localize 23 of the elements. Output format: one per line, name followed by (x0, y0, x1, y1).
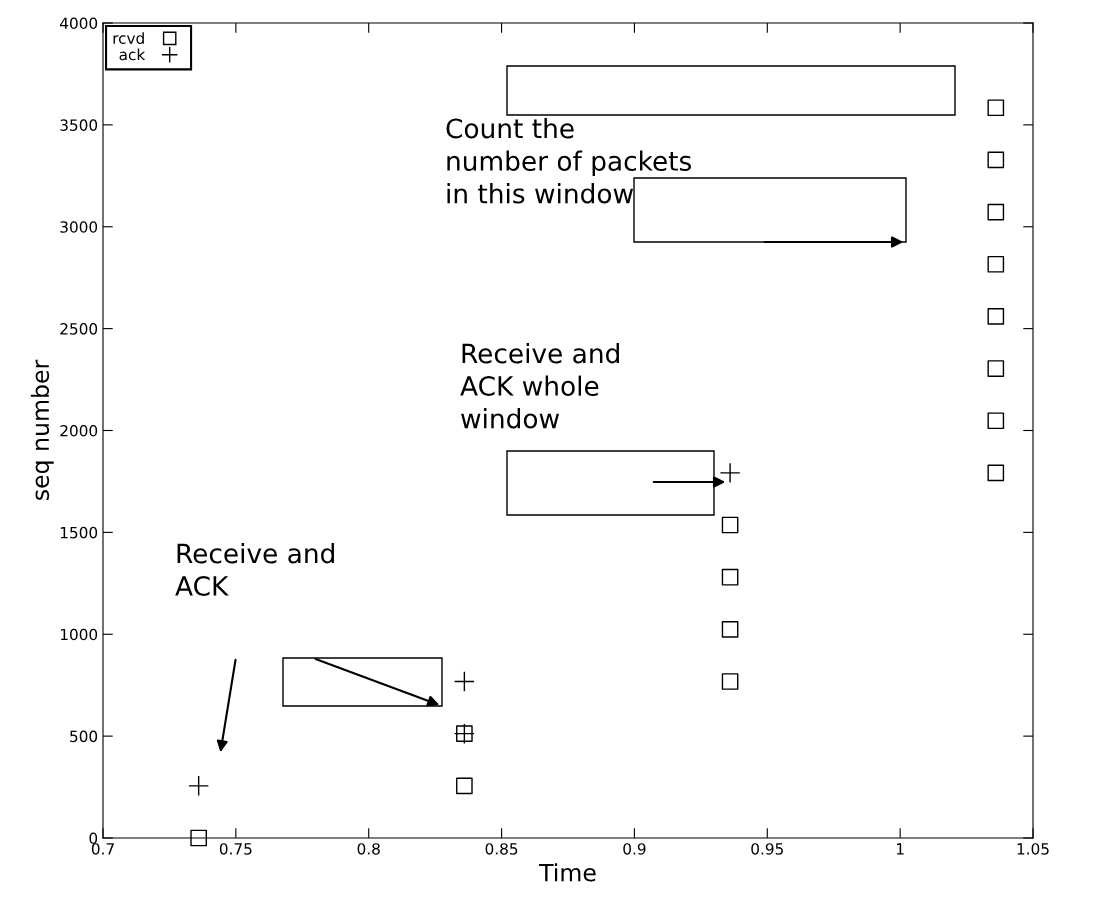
x-tick-label: 0.8 (357, 843, 380, 855)
x-axis-title: Time (539, 863, 596, 882)
y-tick-label: 3500 (60, 119, 98, 131)
x-tick-label: 1 (896, 843, 904, 855)
legend-label: rcvd (113, 32, 144, 44)
x-tick-label: 0.7 (91, 843, 114, 855)
y-tick-label: 3000 (60, 221, 98, 233)
annotation: Receive and ACK whole window (460, 343, 619, 429)
annotation: Count the number of packets in this window (446, 118, 691, 204)
x-tick-label: 0.9 (623, 843, 646, 855)
y-axis-title: seq number (30, 359, 54, 500)
legend-label: ack (119, 48, 146, 61)
y-tick-label: 4000 (60, 17, 98, 30)
x-tick-label: 0.95 (751, 843, 783, 855)
y-tick-label: 2500 (60, 323, 98, 335)
y-tick-label: 2000 (60, 424, 98, 437)
y-tick-label: 1500 (60, 526, 98, 539)
annotation: Receive and ACK (175, 543, 334, 596)
y-tick-label: 1000 (60, 628, 98, 641)
y-tick-label: 500 (70, 730, 98, 743)
x-tick-label: 0.85 (485, 843, 518, 855)
x-tick-label: 0.75 (219, 843, 252, 855)
x-tick-label: 1.05 (1017, 843, 1049, 855)
